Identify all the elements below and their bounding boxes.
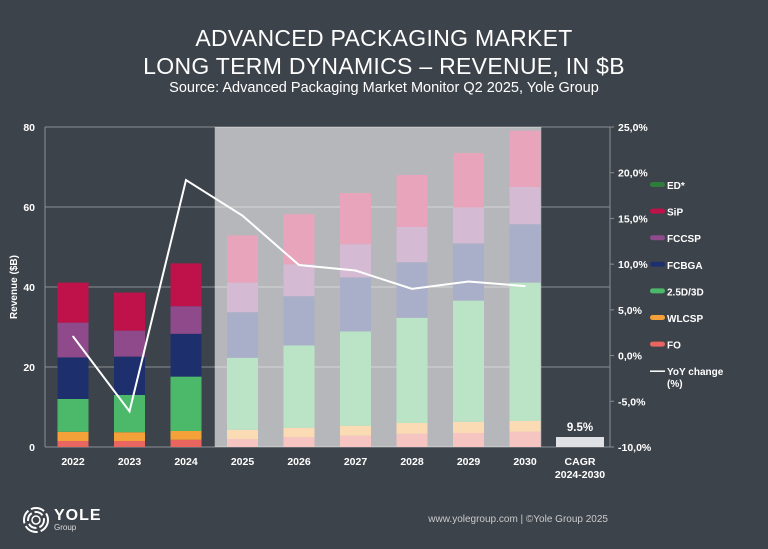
legend-swatch-wlcsp <box>650 315 665 320</box>
y2-tick-label: -5,0% <box>618 396 646 408</box>
legend-label: FCBGA <box>667 261 703 272</box>
bar-fcbga-2023 <box>114 356 145 395</box>
cagr-label: CAGR <box>565 456 596 468</box>
yoy-point <box>241 214 244 217</box>
bar-wlcsp-2022 <box>57 431 89 441</box>
bar-25d3d-2023 <box>114 395 145 433</box>
yoy-point <box>524 285 526 287</box>
bar-sip-2023 <box>114 292 145 331</box>
cagr-label: 2024-2030 <box>555 469 605 481</box>
y2-tick-label: 20,0% <box>618 168 648 180</box>
x-tick-label: 2022 <box>61 456 85 468</box>
y2-tick-label: -10,0% <box>618 442 652 454</box>
bar-fcbga-2022 <box>57 357 89 399</box>
y2-tick-label: 10,0% <box>618 259 648 271</box>
bar-fccsp-2024 <box>170 306 202 334</box>
yole-logo: YOLE Group <box>22 506 102 534</box>
x-tick-label: 2023 <box>118 456 142 468</box>
footer-copyright: www.yolegroup.com | ©Yole Group 2025 <box>428 514 608 525</box>
bar-fo-2024 <box>170 439 202 447</box>
legend-swatch-fo <box>650 341 665 347</box>
bar-25d3d-2022 <box>57 399 89 432</box>
x-tick-label: 2027 <box>344 456 368 468</box>
legend-swatch-sip <box>650 208 665 214</box>
cagr-value-label: 9.5% <box>567 422 593 434</box>
yoy-point <box>72 335 74 338</box>
y-tick-label: 80 <box>23 122 35 134</box>
logo-icon <box>23 507 49 533</box>
y2-tick-label: 25,0% <box>618 122 648 134</box>
bar-sip-2024 <box>170 263 202 307</box>
legend-label: SiP <box>667 208 683 219</box>
legend-swatch-ed <box>650 182 665 187</box>
y2-tick-label: 0,0% <box>618 351 643 363</box>
logo-name: YOLE <box>54 507 102 524</box>
legend-swatch-25d3d <box>650 288 665 294</box>
bar-fcbga-2024 <box>170 333 202 377</box>
bar-wlcsp-2024 <box>170 431 202 440</box>
legend-label: WLCSP <box>667 314 703 325</box>
yoy-point <box>354 269 357 272</box>
y-tick-label: 60 <box>23 202 35 214</box>
chart-source: Source: Advanced Packaging Market Monito… <box>169 80 599 96</box>
yoy-point <box>411 288 413 290</box>
legend-label: YoY change <box>667 367 724 378</box>
chart-title-line1: ADVANCED PACKAGING MARKET <box>195 25 573 51</box>
legend-label: FCCSP <box>667 234 701 245</box>
bar-fo-2022 <box>57 441 89 447</box>
x-tick-label: 2029 <box>457 456 481 468</box>
x-tick-label: 2026 <box>287 456 311 468</box>
bar-fo-2023 <box>114 441 145 447</box>
logo-sub: Group <box>54 523 77 532</box>
legend-label: ED* <box>667 181 685 192</box>
y2-tick-label: 15,0% <box>618 213 648 225</box>
forecast-shading <box>214 127 542 447</box>
legend-label: 2.5D/3D <box>667 287 704 298</box>
bar-sip-2022 <box>57 282 89 323</box>
bar-wlcsp-2023 <box>114 432 145 441</box>
legend-label: FO <box>667 341 681 352</box>
x-tick-label: 2030 <box>513 456 537 468</box>
chart-title-line2: LONG TERM DYNAMICS – REVENUE, IN $B <box>143 53 625 79</box>
bar-25d3d-2024 <box>170 376 202 431</box>
y2-tick-label: 5,0% <box>618 305 643 317</box>
y-tick-label: 40 <box>23 282 35 294</box>
y-tick-label: 20 <box>23 362 35 374</box>
y-tick-label: 0 <box>29 442 35 454</box>
legend-swatch-fcbga <box>650 261 665 267</box>
yoy-point <box>467 280 470 283</box>
x-tick-label: 2028 <box>400 456 424 468</box>
bar-fccsp-2023 <box>114 330 145 357</box>
yoy-point <box>298 264 300 266</box>
y-axis-title: Revenue ($B) <box>9 255 20 319</box>
cagr-bar <box>556 437 604 447</box>
x-tick-label: 2024 <box>174 456 198 468</box>
yoy-point <box>185 179 187 181</box>
yoy-point <box>128 410 131 413</box>
legend-swatch-fccsp <box>650 235 665 241</box>
x-tick-label: 2025 <box>231 456 255 468</box>
legend-label: (%) <box>667 379 683 390</box>
